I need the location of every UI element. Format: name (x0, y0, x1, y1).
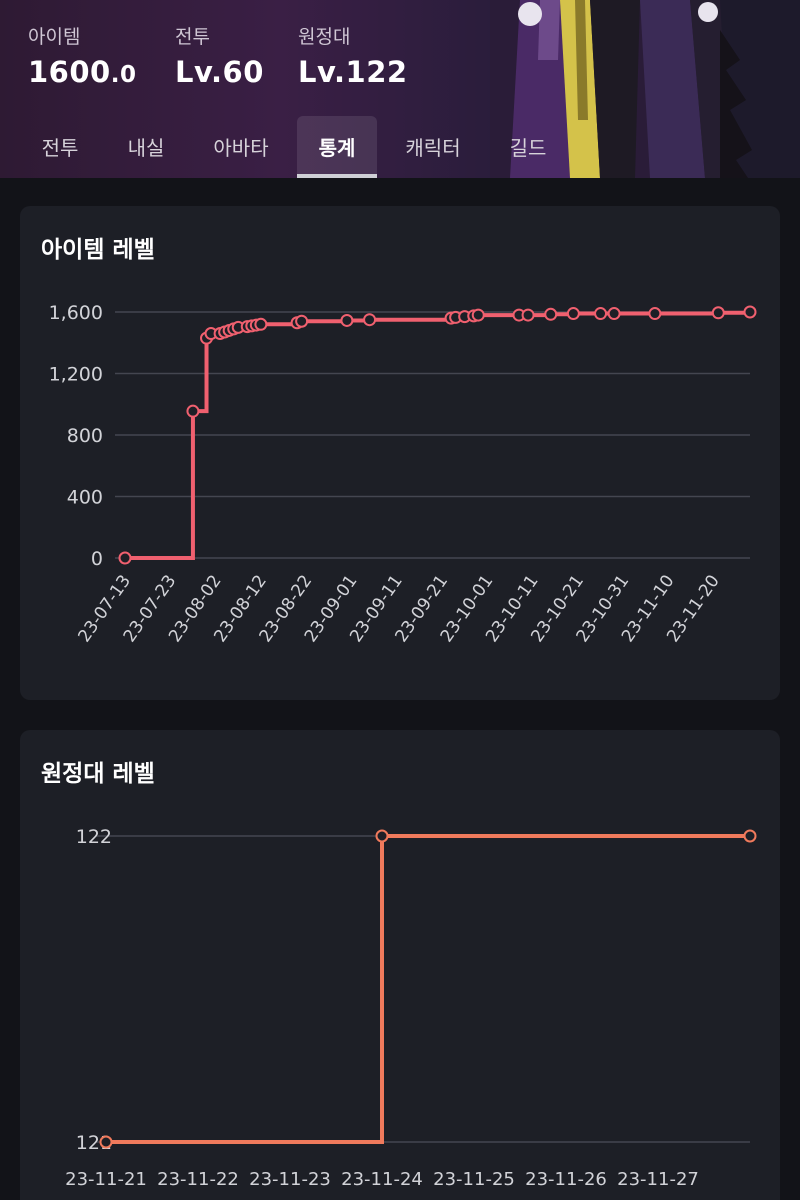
stat-item-decimal: .0 (110, 62, 137, 88)
stat-combat-label: 전투 (175, 26, 210, 48)
data-point[interactable] (594, 307, 608, 321)
y-tick-label: 1,200 (49, 364, 103, 386)
data-point[interactable] (295, 314, 309, 328)
item-level-title: 아이템 레벨 (41, 237, 155, 263)
item-level-chart: 04008001,2001,60023-07-1323-07-2323-08-0… (49, 302, 757, 646)
data-point[interactable] (711, 306, 725, 320)
x-tick-label: 23-11-25 (433, 1169, 515, 1190)
item-level-card: 아이템 레벨 0 400 800 1,200 1,600 23-07-13 23-07-23… (20, 206, 780, 700)
data-point[interactable] (648, 307, 662, 321)
data-point[interactable] (99, 1135, 113, 1149)
tab-avatar[interactable]: 아바타 (213, 136, 269, 160)
y-tick-label: 400 (67, 487, 103, 509)
stat-item-value: 1600.0 (28, 55, 137, 89)
data-point[interactable] (471, 308, 485, 322)
stat-roster-level: 원정대 Lv.122 (298, 22, 408, 89)
series-line (106, 834, 750, 1144)
profile-header: 아이템 1600.0 전투 Lv.60 원정대 Lv.122 전투 내실 아바타… (0, 0, 800, 178)
data-point[interactable] (186, 404, 200, 418)
x-tick-label: 23-11-27 (617, 1169, 699, 1190)
data-point[interactable] (521, 308, 535, 322)
tab-characters[interactable]: 캐릭터 (405, 136, 461, 160)
data-point[interactable] (544, 307, 558, 321)
x-tick-label: 23-11-24 (341, 1169, 423, 1190)
tab-bar: 전투 내실 아바타 통계 캐릭터 길드 (0, 116, 800, 178)
stat-roster-value: Lv.122 (298, 55, 408, 89)
tab-combat[interactable]: 전투 (41, 136, 79, 160)
character-artwork (490, 0, 800, 178)
stat-combat-level: 전투 Lv.60 (175, 22, 264, 89)
data-point[interactable] (566, 307, 580, 321)
data-point[interactable] (340, 313, 354, 327)
roster-level-card: 원정대 레벨 121 122 23-11-21 23-11-22 23-11-23 23-… (20, 730, 780, 1200)
x-tick-label: 23-11-21 (65, 1169, 147, 1190)
y-tick-label: 800 (67, 425, 103, 447)
y-tick-label: 122 (76, 826, 112, 848)
x-tick-label: 23-11-23 (249, 1169, 331, 1190)
tab-lifestyle[interactable]: 내실 (127, 136, 165, 160)
roster-level-title: 원정대 레벨 (41, 761, 155, 787)
y-tick-label: 0 (91, 548, 103, 570)
x-tick-label: 23-11-26 (525, 1169, 607, 1190)
stat-item-label: 아이템 (28, 26, 81, 48)
data-point[interactable] (743, 305, 757, 319)
data-point[interactable] (254, 317, 268, 331)
tab-guild[interactable]: 길드 (509, 136, 547, 160)
y-tick-label: 1,600 (49, 302, 103, 324)
data-point[interactable] (375, 829, 389, 843)
stat-item-level: 아이템 1600.0 (28, 22, 136, 89)
data-point[interactable] (363, 313, 377, 327)
data-point[interactable] (607, 307, 621, 321)
data-point[interactable] (743, 829, 757, 843)
data-point[interactable] (118, 551, 132, 565)
tab-statistics[interactable]: 통계 (297, 116, 377, 178)
x-tick-label: 23-11-22 (157, 1169, 239, 1190)
stat-roster-label: 원정대 (298, 26, 351, 48)
stat-combat-value: Lv.60 (175, 55, 264, 89)
